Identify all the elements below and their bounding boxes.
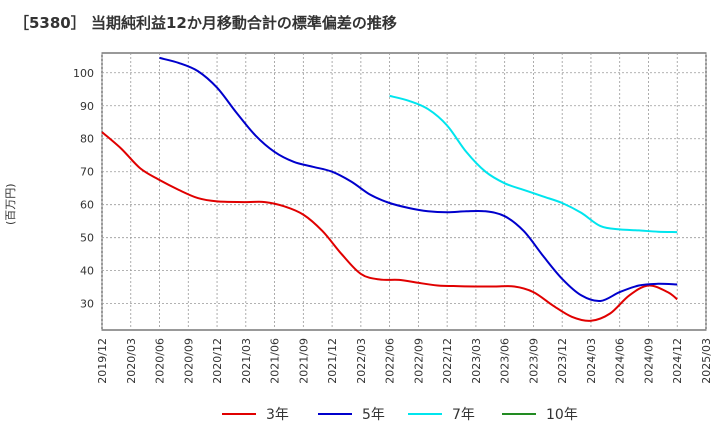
plot-area	[101, 52, 707, 331]
x-tick-label: 2024/06	[614, 338, 627, 384]
x-tick-label: 2024/03	[585, 338, 598, 384]
series-line-3	[389, 94, 678, 234]
x-tick-label: 2023/12	[556, 338, 569, 384]
x-tick-label: 2020/12	[211, 338, 224, 384]
chart-title: ［5380］ 当期純利益12か月移動合計の標準偏差の推移	[14, 14, 397, 32]
x-tick-label: 2022/09	[412, 338, 425, 384]
x-tick-label: 2022/06	[384, 338, 397, 384]
x-tick-label: 2023/03	[470, 338, 483, 384]
legend-label: 3年	[266, 407, 289, 423]
y-tick-label: 30	[80, 298, 94, 311]
legend-label: 10年	[546, 407, 578, 423]
y-tick-label: 40	[80, 265, 94, 278]
y-tick-label: 80	[80, 133, 94, 146]
series-line-1	[101, 131, 678, 322]
y-tick-label: 90	[80, 100, 94, 113]
series-line-2	[159, 56, 678, 303]
x-tick-label: 2020/06	[154, 338, 167, 384]
legend-label: 7年	[452, 407, 475, 423]
x-tick-label: 2020/09	[182, 338, 195, 384]
y-tick-label: 100	[73, 67, 94, 80]
x-tick-label: 2021/06	[269, 338, 282, 384]
x-tick-label: 2021/12	[326, 338, 339, 384]
x-tick-label: 2024/09	[642, 338, 655, 384]
x-tick-label: 2024/12	[671, 338, 684, 384]
y-tick-label: 60	[80, 199, 94, 212]
x-tick-label: 2020/03	[125, 338, 138, 384]
x-tick-label: 2021/03	[240, 338, 253, 384]
x-tick-label: 2023/06	[499, 338, 512, 384]
legend-label: 5年	[362, 407, 385, 423]
x-tick-label: 2021/09	[297, 338, 310, 384]
x-tick-label: 2022/12	[441, 338, 454, 384]
y-tick-label: 70	[80, 166, 94, 179]
x-tick-label: 2023/09	[527, 338, 540, 384]
x-tick-label: 2022/03	[355, 338, 368, 384]
x-tick-label: 2025/03	[700, 338, 713, 384]
y-tick-label: 50	[80, 232, 94, 245]
x-tick-label: 2019/12	[96, 338, 109, 384]
